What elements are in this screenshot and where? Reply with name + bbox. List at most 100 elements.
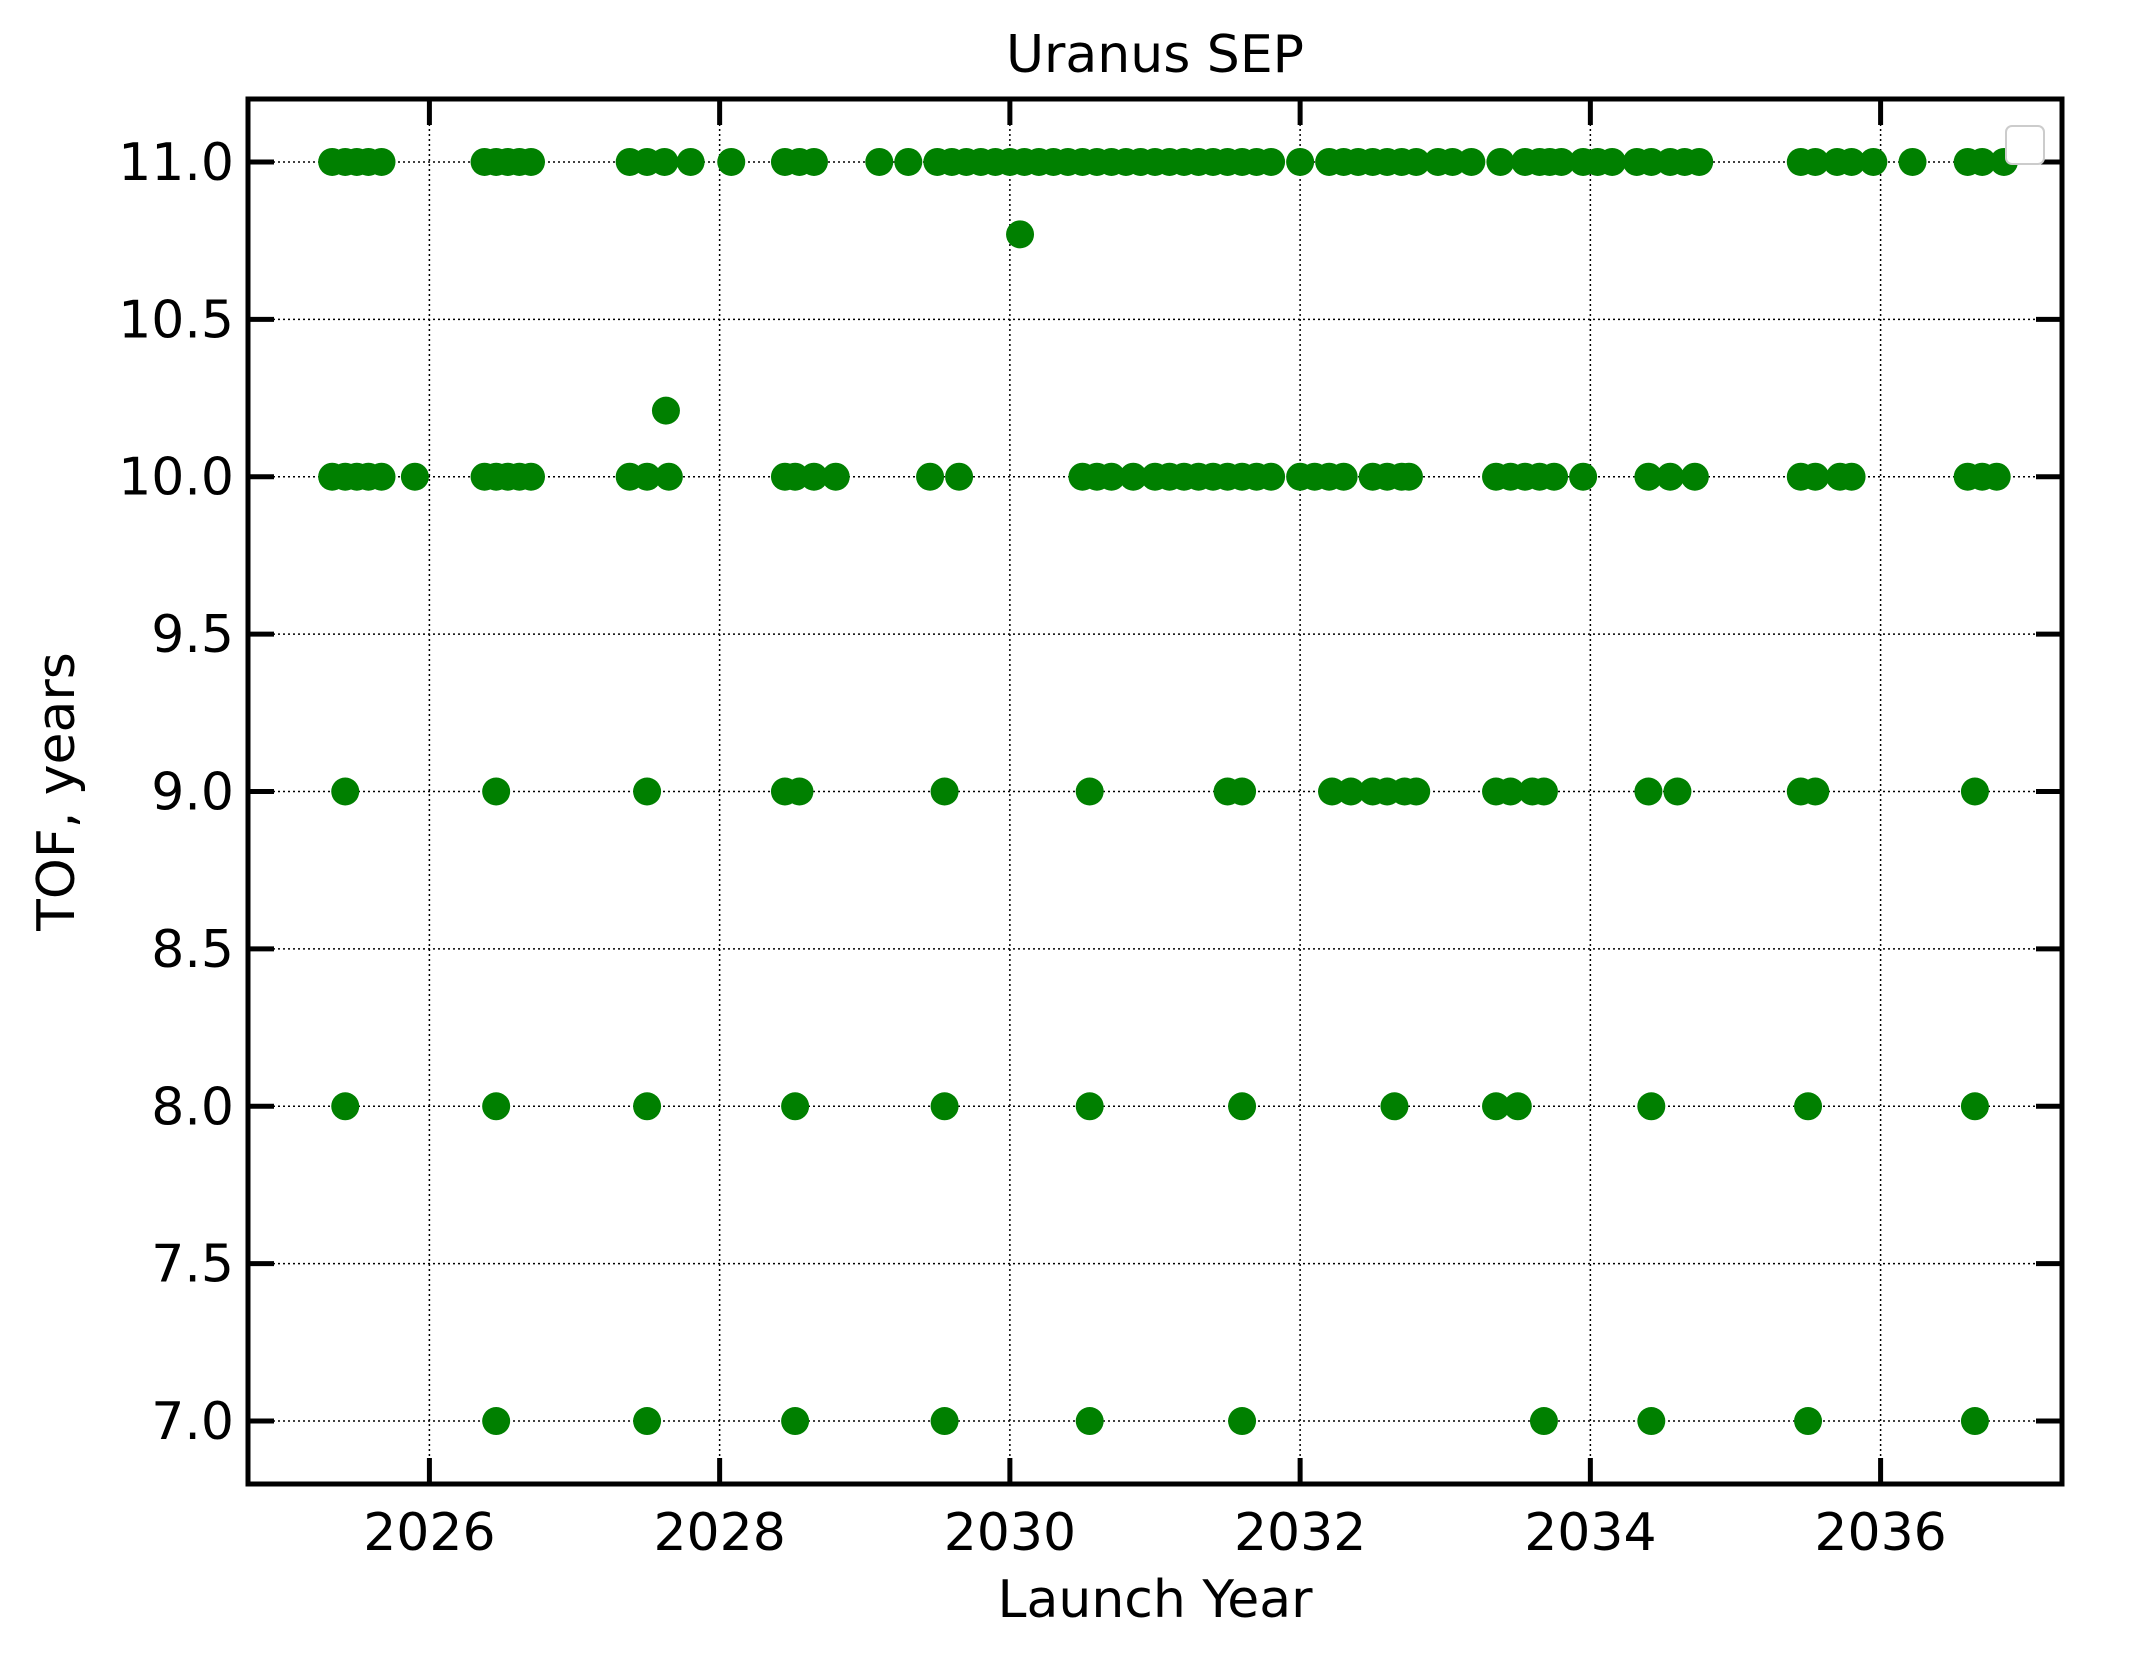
data-point [650,147,679,176]
data-point [1336,777,1365,806]
data-point [894,147,923,176]
data-point [1380,1092,1409,1121]
data-point [367,147,396,176]
y-tick-label: 10.0 [118,448,234,508]
data-point [1801,777,1830,806]
data-point [1898,147,1927,176]
data-point [633,777,662,806]
data-point [1402,147,1431,176]
data-point [633,1407,662,1436]
data-point [1286,147,1315,176]
data-point [1837,147,1866,176]
data-point [1960,1407,1989,1436]
data-point [930,777,959,806]
data-point [1457,147,1486,176]
data-point [516,147,545,176]
data-point [1329,462,1358,491]
data-point [1982,462,2011,491]
data-point [1482,1092,1511,1121]
data-point [1634,777,1663,806]
data-point [1496,777,1525,806]
x-tick-label: 2026 [363,1503,495,1563]
data-point [945,462,974,491]
data-point [1685,147,1714,176]
data-point [930,1407,959,1436]
y-tick-label: 10.5 [118,290,234,350]
data-point [482,1407,511,1436]
data-point [1075,1092,1104,1121]
x-tick-label: 2034 [1524,1503,1656,1563]
data-point [821,462,850,491]
data-point [1837,462,1866,491]
data-point [654,462,683,491]
data-point [1960,1092,1989,1121]
data-point [1257,462,1286,491]
y-tick-label: 9.0 [151,763,234,823]
data-point [633,462,662,491]
data-point [1859,147,1888,176]
data-point [916,462,945,491]
data-point [1097,462,1126,491]
data-point [1801,147,1830,176]
x-tick-label: 2030 [944,1503,1076,1563]
data-point [1634,462,1663,491]
y-tick-label: 9.5 [151,605,234,665]
data-point [799,462,828,491]
x-tick-label: 2032 [1234,1503,1366,1563]
data-point [1794,1092,1823,1121]
data-point [331,1092,360,1121]
x-tick-label: 2028 [653,1503,785,1563]
data-point [1801,462,1830,491]
y-tick-label: 7.5 [151,1235,234,1295]
data-point [1006,220,1035,249]
data-point [1794,1407,1823,1436]
data-point [1075,1407,1104,1436]
data-point [1503,1092,1532,1121]
legend-box [2005,125,2045,165]
data-point [331,777,360,806]
y-tick-label: 7.0 [151,1392,234,1452]
data-point [1598,147,1627,176]
data-point [799,147,828,176]
data-point [781,1092,810,1121]
data-point [865,147,894,176]
y-axis-label: TOF, years [27,652,87,932]
x-axis-label: Launch Year [998,1570,1314,1630]
data-points [318,147,2018,1436]
x-tick-label: 2036 [1814,1503,1946,1563]
data-point [1637,1407,1666,1436]
data-point [482,1092,511,1121]
plot-frame [245,96,2065,1487]
data-point [1968,147,1997,176]
data-point [1228,1407,1257,1436]
y-tick-label: 8.5 [151,920,234,980]
data-point [1680,462,1709,491]
axis-ticks: 2026 2028 2030 2032 2034 2036 7.0 7.5 8.0 8.5 9.0 9… [118,99,2062,1563]
data-point [1540,462,1569,491]
data-point [1257,147,1286,176]
data-point [1119,462,1148,491]
data-point [1637,1092,1666,1121]
y-tick-label: 11.0 [118,133,234,193]
data-point [1228,1092,1257,1121]
data-point [1656,462,1685,491]
data-point [651,396,680,425]
data-point [1394,462,1423,491]
data-point [781,1407,810,1436]
data-point [516,462,545,491]
data-point [930,1092,959,1121]
data-point [1529,777,1558,806]
data-point [1569,462,1598,491]
data-point [1960,777,1989,806]
data-point [1663,777,1692,806]
data-point [717,147,746,176]
data-point [482,777,511,806]
data-point [1547,147,1576,176]
data-point [1486,147,1515,176]
chart-title: Uranus SEP [1006,25,1304,85]
data-point [400,462,429,491]
data-point [1402,777,1431,806]
data-point [785,777,814,806]
